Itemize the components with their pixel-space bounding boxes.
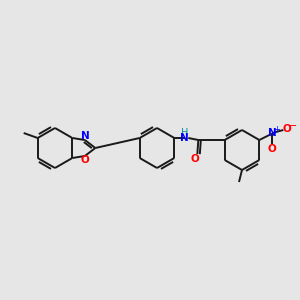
Text: +: + bbox=[273, 125, 280, 134]
Text: O: O bbox=[268, 144, 277, 154]
Text: N: N bbox=[81, 131, 90, 141]
Text: −: − bbox=[288, 121, 297, 131]
Text: O: O bbox=[283, 124, 292, 134]
Text: O: O bbox=[191, 154, 200, 164]
Text: O: O bbox=[81, 155, 90, 165]
Text: N: N bbox=[268, 128, 277, 138]
Text: H: H bbox=[181, 128, 188, 138]
Text: N: N bbox=[180, 133, 189, 143]
